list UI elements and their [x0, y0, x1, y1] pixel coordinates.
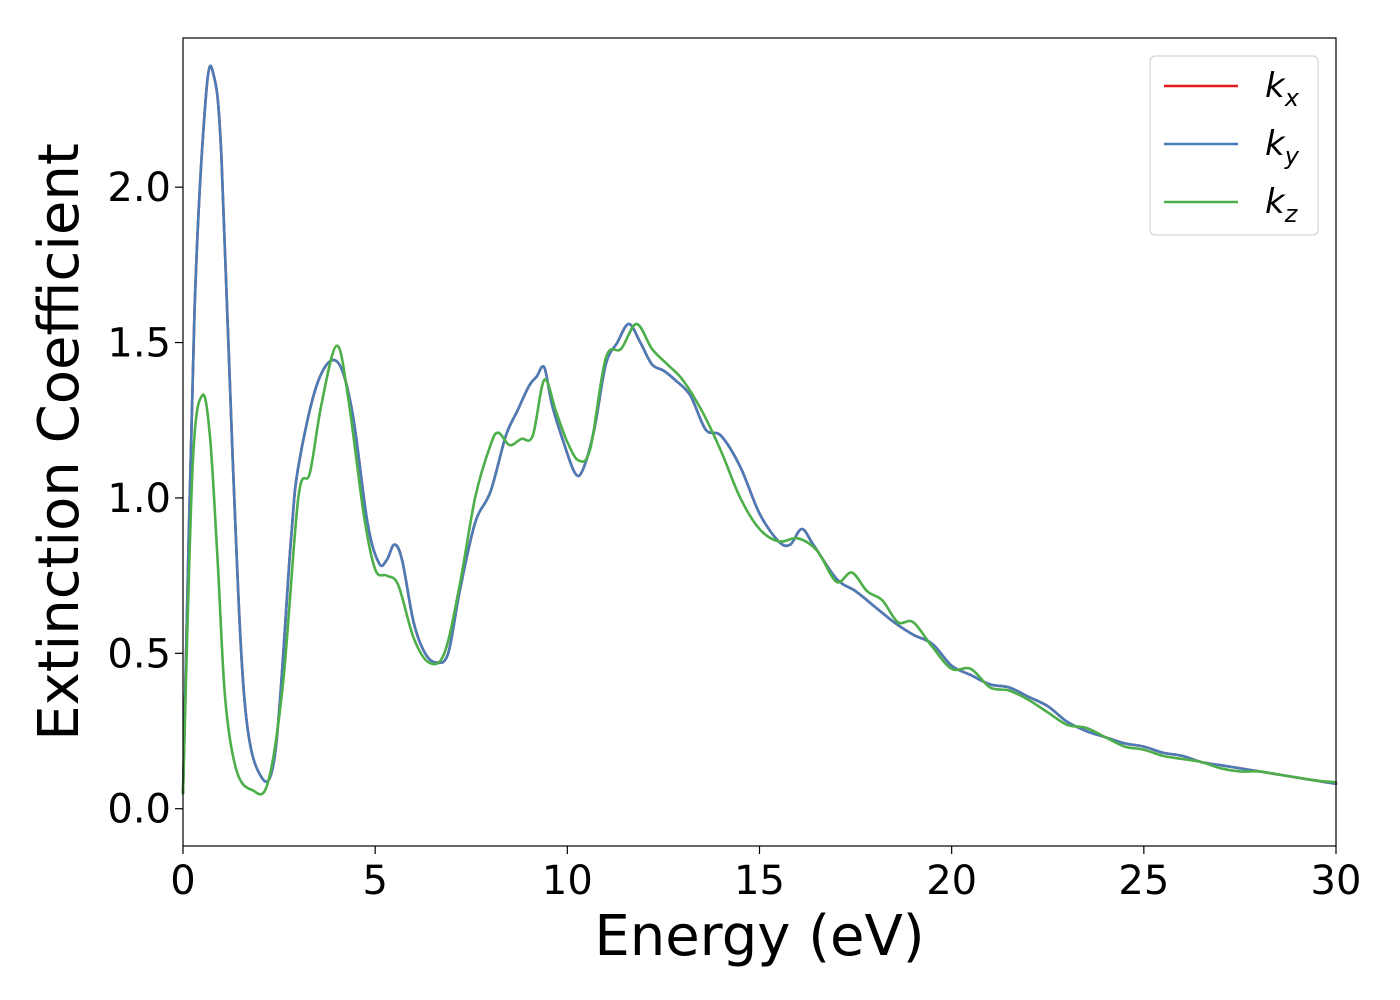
x-tick-label: 25 [1118, 858, 1169, 904]
x-axis-ticks: 0 5 10 15 20 25 30 [170, 846, 1361, 904]
series-line-z [181, 322, 1338, 796]
y-tick-label: 1.0 [107, 476, 171, 522]
x-tick-label: 0 [170, 858, 195, 904]
x-tick-label: 5 [362, 858, 387, 904]
x-tick-label: 20 [926, 858, 977, 904]
x-tick-label: 15 [734, 858, 785, 904]
y-axis-ticks: 0.0 0.5 1.0 1.5 2.0 [107, 165, 183, 833]
series-lines [181, 64, 1338, 796]
legend-label-z: kz [1265, 182, 1299, 228]
y-tick-label: 0.0 [107, 787, 171, 833]
legend-label-y: ky [1265, 124, 1300, 170]
y-tick-label: 1.5 [107, 321, 171, 367]
y-axis-label: Extinction Coefficient [27, 143, 92, 741]
x-tick-label: 10 [542, 858, 593, 904]
y-tick-label: 2.0 [107, 165, 171, 211]
x-axis-label: Energy (eV) [594, 904, 924, 969]
series-line-y [181, 64, 1338, 795]
y-tick-label: 0.5 [107, 631, 171, 677]
x-tick-label: 30 [1311, 858, 1362, 904]
legend: kx ky kz [1149, 55, 1319, 236]
legend-label-x: kx [1265, 66, 1300, 112]
legend-box [1149, 55, 1319, 236]
